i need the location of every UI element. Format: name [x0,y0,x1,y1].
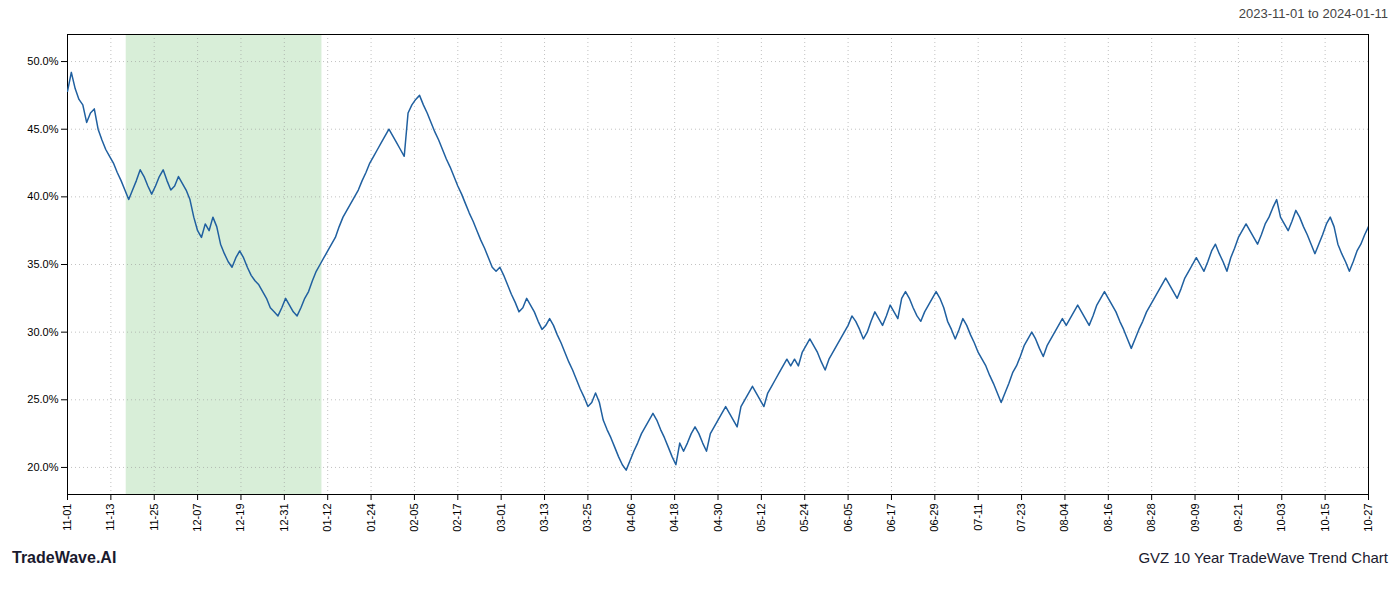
svg-text:03-01: 03-01 [495,504,507,532]
svg-text:05-12: 05-12 [755,504,767,532]
svg-text:01-12: 01-12 [321,504,333,532]
svg-text:30.0%: 30.0% [27,326,58,338]
svg-text:09-21: 09-21 [1232,504,1244,532]
svg-text:12-31: 12-31 [278,504,290,532]
svg-text:06-05: 06-05 [842,504,854,532]
svg-text:01-24: 01-24 [365,504,377,532]
svg-text:02-05: 02-05 [408,504,420,532]
svg-text:05-24: 05-24 [798,504,810,532]
svg-text:11-01: 11-01 [61,504,73,531]
svg-text:06-17: 06-17 [885,504,897,532]
svg-text:11-25: 11-25 [148,504,160,531]
svg-text:10-03: 10-03 [1275,504,1287,532]
svg-text:12-07: 12-07 [191,504,203,532]
svg-text:07-11: 07-11 [972,504,984,531]
svg-text:04-18: 04-18 [668,504,680,532]
svg-text:04-30: 04-30 [712,504,724,532]
svg-text:02-17: 02-17 [451,504,463,532]
svg-text:12-19: 12-19 [234,504,246,532]
svg-text:06-29: 06-29 [928,504,940,532]
svg-text:07-23: 07-23 [1015,504,1027,532]
svg-text:08-16: 08-16 [1102,504,1114,532]
svg-text:11-13: 11-13 [104,504,116,531]
svg-text:10-27: 10-27 [1362,504,1374,532]
svg-text:03-13: 03-13 [538,504,550,532]
svg-text:20.0%: 20.0% [27,461,58,473]
html-text:GVZ 10 Year TradeWave Trend Ch: GVZ 10 Year TradeWave Trend Chart [1138,549,1388,566]
svg-text:35.0%: 35.0% [27,258,58,270]
svg-text:50.0%: 50.0% [27,55,58,67]
svg-text:45.0%: 45.0% [27,123,58,135]
svg-text:40.0%: 40.0% [27,190,58,202]
svg-text:10-15: 10-15 [1319,504,1331,532]
html-text:TradeWave.AI: TradeWave.AI [12,549,117,566]
svg-text:03-25: 03-25 [581,504,593,532]
svg-text:04-06: 04-06 [625,504,637,532]
svg-text:08-28: 08-28 [1145,504,1157,532]
svg-text:08-04: 08-04 [1058,504,1070,532]
svg-text:09-09: 09-09 [1189,504,1201,532]
svg-text:25.0%: 25.0% [27,393,58,405]
html-text:2023-11-01 to 2024-01-11: 2023-11-01 to 2024-01-11 [1238,6,1388,21]
